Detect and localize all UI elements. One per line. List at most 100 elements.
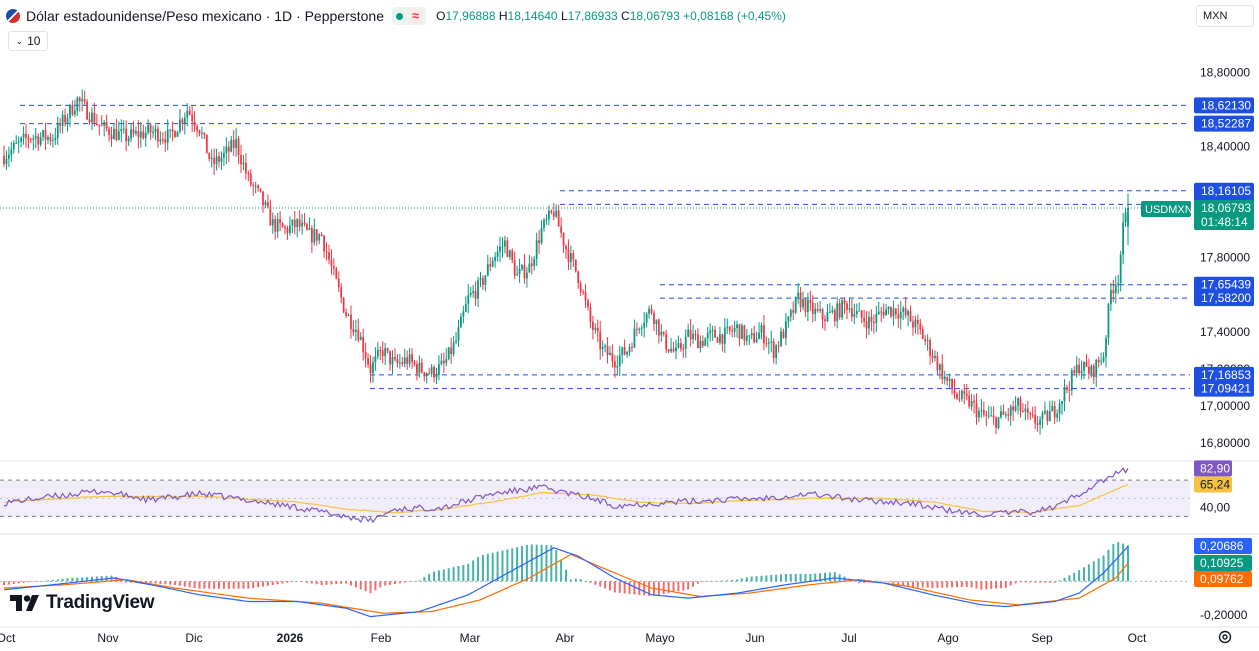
- time-tick-label: Feb: [371, 631, 392, 645]
- macd-value-label: 0,20686: [1200, 539, 1244, 553]
- rsi-tick-label: 40,00: [1200, 500, 1230, 514]
- candle-body: [892, 308, 895, 317]
- candle-body: [985, 414, 988, 417]
- candle-body: [293, 219, 296, 227]
- macd-histogram-bar: [960, 581, 963, 588]
- candle-body: [623, 347, 626, 355]
- candle-body: [772, 341, 775, 358]
- candle-body: [137, 131, 140, 138]
- candle-body: [992, 415, 995, 418]
- chevron-down-icon: ⌄: [15, 35, 24, 46]
- macd-histogram-bar: [1048, 581, 1051, 583]
- price-level-label: 17,16853: [1201, 368, 1251, 382]
- candle-body: [1026, 408, 1029, 414]
- status-badges[interactable]: ≈: [391, 7, 427, 25]
- macd-histogram-bar: [701, 581, 704, 583]
- macd-histogram-bar: [178, 581, 181, 586]
- macd-histogram-bar: [902, 581, 905, 586]
- macd-histogram-bar: [266, 581, 269, 586]
- macd-histogram-bar: [384, 581, 387, 586]
- symbol-title[interactable]: Dólar estadounidense/Peso mexicano · 1D …: [26, 8, 384, 24]
- price-level-badge: [1194, 115, 1254, 132]
- candle-body: [731, 330, 734, 332]
- candle-body: [320, 234, 323, 236]
- candle-body: [828, 311, 831, 313]
- candle-body: [653, 312, 655, 325]
- chart-grid: [0, 460, 1259, 535]
- macd-histogram-bar: [560, 559, 563, 582]
- candle-body: [103, 122, 106, 126]
- rsi-value-badge: [1194, 460, 1232, 477]
- candle-body: [709, 330, 712, 334]
- macd-histogram-bar: [423, 577, 426, 582]
- macd-histogram-bar: [755, 576, 758, 582]
- candle-body: [276, 218, 279, 232]
- candle-body: [164, 139, 167, 143]
- price-level-badge: [1194, 97, 1254, 114]
- candle-body: [858, 310, 861, 312]
- macd-histogram-bar: [936, 581, 939, 588]
- candle-body: [17, 141, 20, 143]
- candle-body: [350, 314, 352, 330]
- candle-body: [1100, 361, 1103, 363]
- candle-body: [951, 378, 953, 390]
- currency-selector[interactable]: MXN: [1196, 5, 1254, 27]
- candle-body: [49, 136, 52, 141]
- symbol-badge: [1141, 201, 1191, 218]
- macd-histogram-bar: [775, 574, 778, 582]
- candle-body: [335, 268, 338, 279]
- indicator-collapse-button[interactable]: ⌄ 10: [8, 31, 48, 51]
- candle-body: [359, 336, 362, 341]
- candle-body: [308, 227, 311, 230]
- candle-body: [174, 131, 176, 137]
- candle-body: [15, 142, 18, 144]
- candle-body: [557, 210, 560, 227]
- candle-body: [1122, 222, 1125, 255]
- rsi-pane: [0, 467, 1190, 524]
- candle-body: [472, 291, 475, 293]
- macd-histogram-bar: [345, 581, 348, 584]
- gear-icon[interactable]: [1217, 629, 1233, 645]
- candle-body: [474, 291, 477, 299]
- candle-body: [738, 324, 741, 339]
- candle-body: [93, 112, 96, 124]
- candle-body: [650, 308, 653, 313]
- candle-body: [460, 316, 462, 328]
- last-price-badge: [1194, 200, 1254, 231]
- candle-body: [948, 378, 951, 381]
- candle-body: [484, 275, 487, 286]
- candle-body: [442, 360, 445, 364]
- macd-histogram-bar: [56, 579, 59, 582]
- candle-body: [218, 156, 220, 162]
- macd-histogram-bar: [760, 575, 763, 582]
- candle-body: [965, 393, 968, 396]
- candle-body: [763, 325, 765, 344]
- macd-histogram-bar: [506, 549, 509, 582]
- macd-histogram-bar: [916, 581, 919, 588]
- macd-histogram-bar: [911, 581, 914, 588]
- candle-body: [811, 302, 814, 314]
- candle-body: [342, 297, 345, 313]
- macd-histogram-bar: [555, 550, 558, 582]
- macd-histogram-bar: [237, 581, 240, 589]
- macd-histogram-bar: [1004, 581, 1007, 588]
- macd-histogram-bar: [193, 581, 196, 588]
- candle-body: [755, 339, 758, 343]
- macd-histogram-bar: [828, 572, 831, 582]
- candle-body: [635, 328, 638, 330]
- macd-histogram-bar: [995, 581, 998, 589]
- macd-histogram-bar: [81, 577, 84, 582]
- candle-body: [1073, 370, 1076, 373]
- candle-body: [582, 291, 585, 293]
- candle-body: [406, 357, 409, 364]
- candle-body: [692, 333, 694, 340]
- candle-body: [1109, 290, 1112, 305]
- candle-body: [298, 219, 301, 227]
- candle-body: [78, 97, 81, 102]
- candle-body: [838, 303, 841, 318]
- macd-histogram-bar: [32, 581, 35, 582]
- tradingview-logo[interactable]: TradingView: [10, 592, 155, 614]
- candle-body: [494, 256, 497, 261]
- candle-body: [587, 300, 589, 308]
